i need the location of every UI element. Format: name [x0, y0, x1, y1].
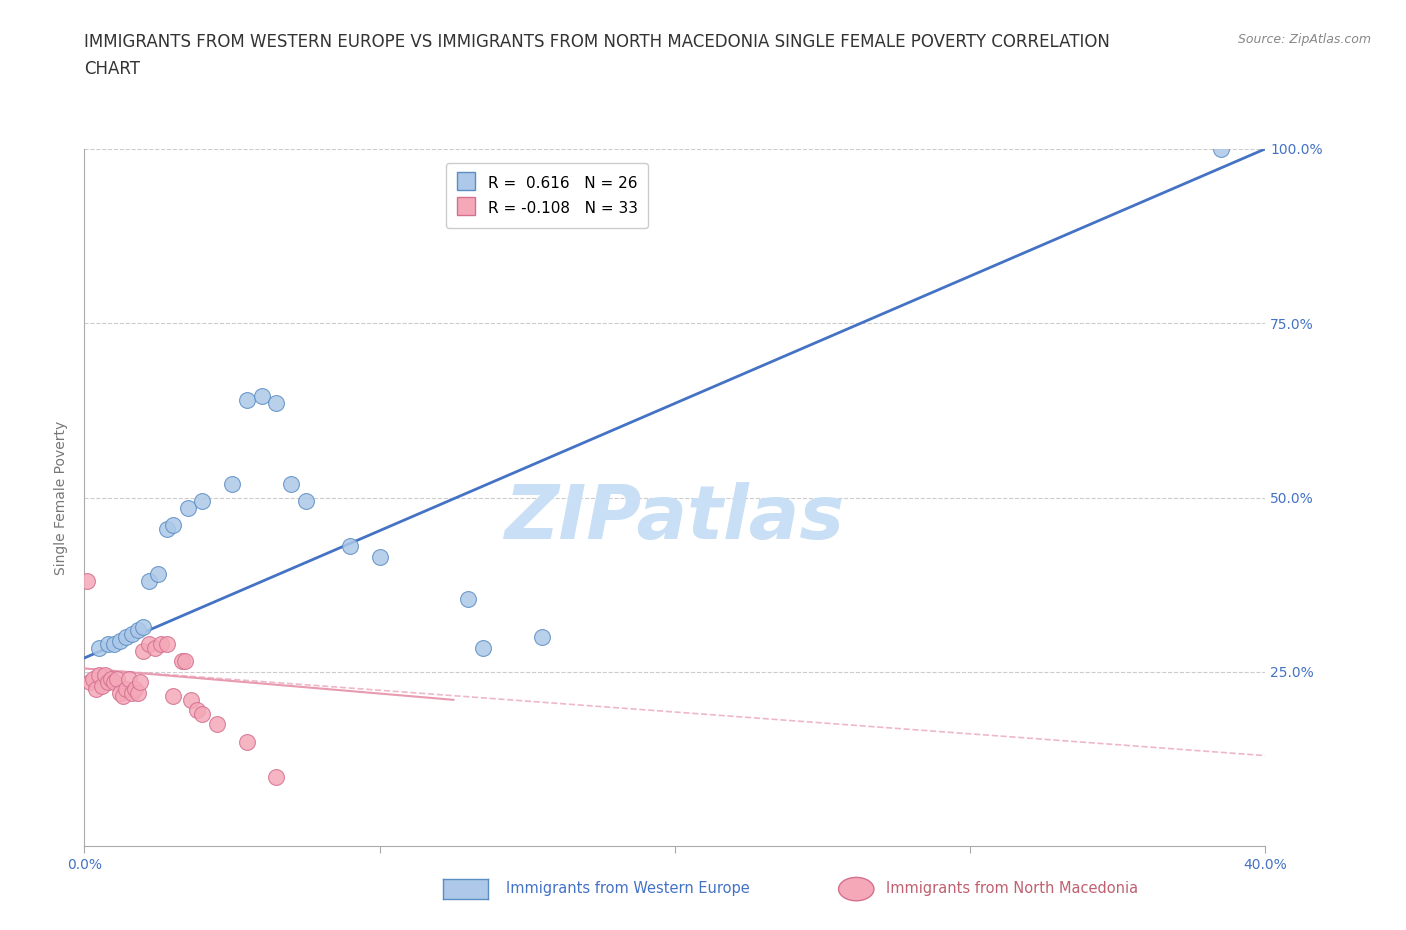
- Point: [103, 675, 125, 690]
- Point: [111, 689, 134, 704]
- Point: [162, 689, 184, 704]
- Point: [457, 591, 479, 606]
- Point: [138, 574, 160, 589]
- Point: [295, 494, 318, 509]
- Text: Source: ZipAtlas.com: Source: ZipAtlas.com: [1237, 33, 1371, 46]
- Point: [530, 630, 553, 644]
- Point: [143, 640, 166, 655]
- Point: [89, 668, 111, 683]
- Point: [82, 671, 104, 686]
- Point: [108, 685, 131, 700]
- Point: [264, 396, 288, 411]
- Point: [221, 476, 243, 491]
- Point: [191, 494, 214, 509]
- Point: [121, 626, 143, 641]
- Point: [84, 682, 107, 697]
- Point: [156, 637, 179, 652]
- Point: [105, 671, 128, 686]
- Point: [103, 637, 125, 652]
- Point: [250, 389, 273, 404]
- Point: [132, 644, 155, 658]
- Point: [94, 668, 117, 683]
- Point: [205, 717, 228, 732]
- Point: [114, 630, 136, 644]
- Point: [186, 703, 208, 718]
- Point: [127, 685, 149, 700]
- Point: [339, 539, 361, 554]
- Point: [76, 574, 98, 589]
- Point: [138, 637, 160, 652]
- Point: [129, 675, 152, 690]
- Point: [108, 633, 131, 648]
- Point: [121, 685, 143, 700]
- Text: Immigrants from North Macedonia: Immigrants from North Macedonia: [886, 881, 1137, 896]
- Point: [236, 735, 259, 750]
- Text: Immigrants from Western Europe: Immigrants from Western Europe: [506, 881, 749, 896]
- Point: [368, 550, 391, 565]
- Point: [127, 623, 149, 638]
- Point: [264, 769, 288, 784]
- Point: [191, 707, 214, 722]
- Text: CHART: CHART: [84, 60, 141, 78]
- Point: [124, 682, 146, 697]
- Point: [280, 476, 302, 491]
- Point: [89, 640, 111, 655]
- Point: [91, 679, 114, 694]
- Text: IMMIGRANTS FROM WESTERN EUROPE VS IMMIGRANTS FROM NORTH MACEDONIA SINGLE FEMALE : IMMIGRANTS FROM WESTERN EUROPE VS IMMIGR…: [84, 33, 1111, 50]
- Point: [1209, 141, 1232, 156]
- Point: [100, 671, 122, 686]
- Point: [173, 654, 195, 669]
- Text: ZIPatlas: ZIPatlas: [505, 482, 845, 555]
- Point: [180, 692, 202, 708]
- Point: [114, 682, 136, 697]
- Y-axis label: Single Female Poverty: Single Female Poverty: [55, 420, 69, 575]
- Circle shape: [838, 877, 875, 901]
- Point: [118, 671, 141, 686]
- Point: [236, 392, 259, 407]
- Point: [132, 619, 155, 634]
- Point: [79, 675, 101, 690]
- Point: [170, 654, 193, 669]
- Point: [148, 567, 170, 582]
- Point: [472, 640, 495, 655]
- Point: [177, 500, 200, 515]
- Point: [97, 675, 120, 690]
- Point: [97, 637, 120, 652]
- Legend: R =  0.616   N = 26, R = -0.108   N = 33: R = 0.616 N = 26, R = -0.108 N = 33: [446, 164, 648, 228]
- Point: [156, 522, 179, 537]
- Point: [150, 637, 173, 652]
- Point: [162, 518, 184, 533]
